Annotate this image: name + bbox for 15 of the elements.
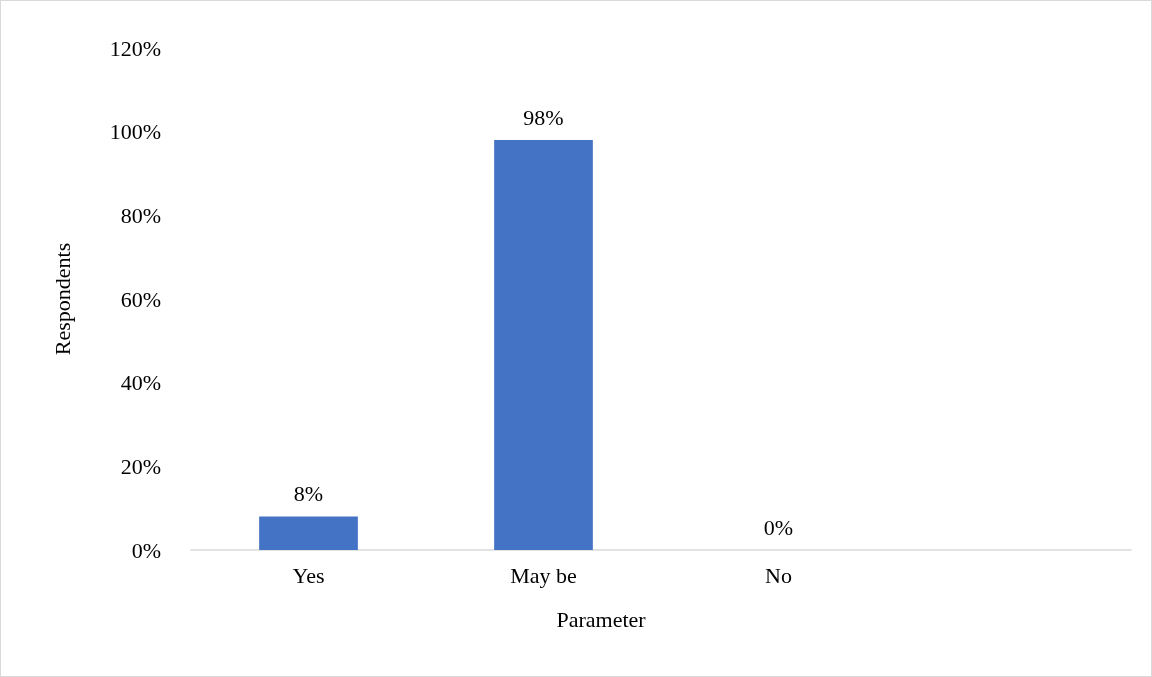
y-tick-label: 40% (120, 370, 161, 396)
data-label: 98% (523, 104, 564, 130)
data-label: 8% (293, 481, 324, 507)
y-tick-label: 120% (109, 35, 161, 61)
x-tick-label: No (765, 562, 792, 588)
y-axis-title: Respondents (49, 242, 75, 356)
y-tick-label: 80% (120, 202, 161, 228)
y-tick-label: 20% (120, 453, 161, 479)
y-tick-label: 0% (131, 537, 161, 563)
y-tick-label: 100% (109, 119, 161, 145)
x-axis-title: Parameter (556, 606, 647, 632)
x-tick-label: May be (510, 562, 577, 588)
x-tick-label: Yes (292, 562, 325, 588)
y-tick-label: 60% (120, 286, 161, 312)
data-label: 0% (763, 514, 794, 540)
